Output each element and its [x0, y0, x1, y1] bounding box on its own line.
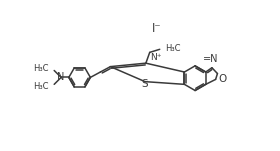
Text: H₃C: H₃C [165, 44, 181, 53]
Text: H₃C: H₃C [33, 82, 49, 91]
Text: S: S [141, 79, 148, 89]
Text: N: N [57, 72, 65, 82]
Text: =N: =N [203, 54, 219, 64]
Text: H₃C: H₃C [33, 64, 49, 73]
Text: I⁻: I⁻ [152, 22, 161, 35]
Text: O: O [218, 74, 226, 84]
Text: N⁺: N⁺ [150, 53, 161, 62]
